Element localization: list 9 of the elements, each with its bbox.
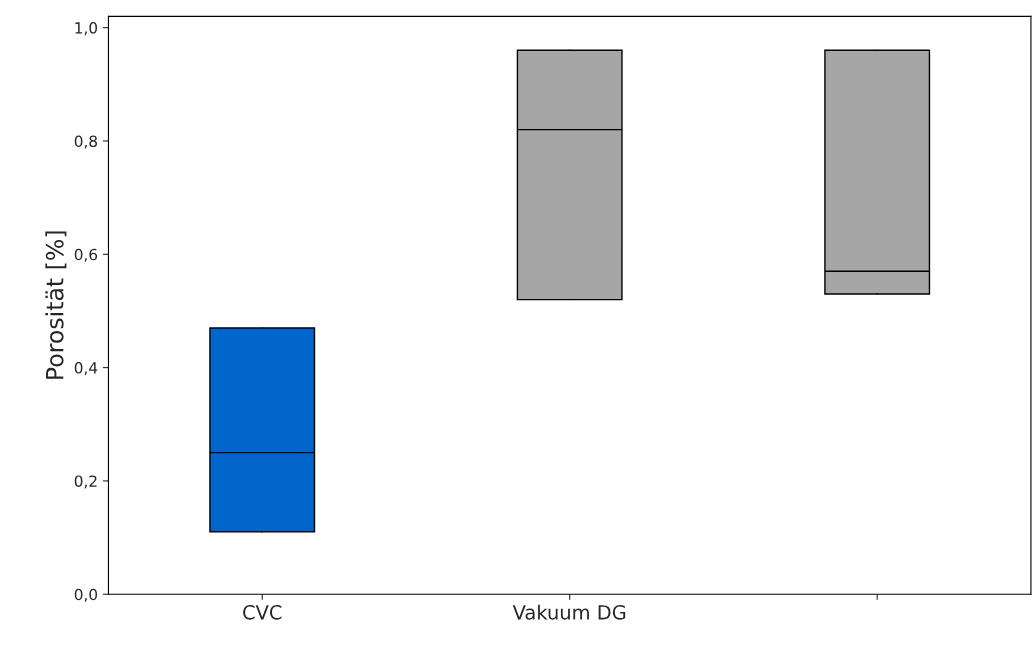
x-tick-label: Vakuum DG [512, 604, 626, 620]
y-axis-title: Porosität [%] [45, 231, 67, 379]
y-tick-label: 1,0 [75, 22, 98, 36]
y-tick-label: 0,4 [74, 362, 98, 376]
y-tick-label: 0,0 [74, 588, 98, 602]
y-tick-label: 0,6 [74, 248, 98, 262]
y-tick-label: 0,8 [74, 135, 97, 149]
y-tick-label: 0,2 [74, 475, 97, 489]
x-tick-label: CVC [243, 604, 282, 620]
